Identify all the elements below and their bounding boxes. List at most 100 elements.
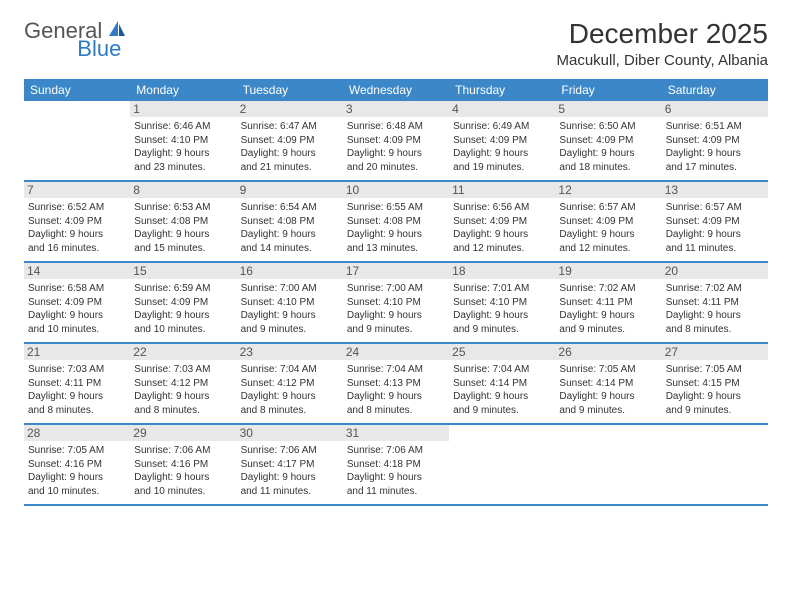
info-line: Daylight: 9 hours: [134, 309, 232, 323]
calendar-cell: 27Sunrise: 7:05 AMSunset: 4:15 PMDayligh…: [662, 344, 768, 423]
day-info: Sunrise: 7:04 AMSunset: 4:12 PMDaylight:…: [241, 363, 339, 417]
day-info: Sunrise: 6:54 AMSunset: 4:08 PMDaylight:…: [241, 201, 339, 255]
day-number: 2: [237, 101, 343, 117]
calendar-cell: .: [662, 425, 768, 504]
calendar-cell: 23Sunrise: 7:04 AMSunset: 4:12 PMDayligh…: [237, 344, 343, 423]
info-line: Sunrise: 7:06 AM: [241, 444, 339, 458]
info-line: Daylight: 9 hours: [347, 309, 445, 323]
info-line: Daylight: 9 hours: [241, 390, 339, 404]
info-line: Sunrise: 7:05 AM: [559, 363, 657, 377]
day-info: Sunrise: 6:47 AMSunset: 4:09 PMDaylight:…: [241, 120, 339, 174]
info-line: Sunrise: 7:04 AM: [241, 363, 339, 377]
info-line: Sunrise: 7:00 AM: [347, 282, 445, 296]
info-line: Sunset: 4:17 PM: [241, 458, 339, 472]
calendar-cell: .: [555, 425, 661, 504]
calendar-cell: 31 Sunrise: 7:06 AMSunset: 4:18 PMDayligh…: [343, 425, 449, 504]
day-info: Sunrise: 7:05 AMSunset: 4:14 PMDaylight:…: [559, 363, 657, 417]
week-row: 7Sunrise: 6:52 AMSunset: 4:09 PMDaylight…: [24, 182, 768, 263]
calendar-cell: 13 Sunrise: 6:57 AMSunset: 4:09 PMDayligh…: [662, 182, 768, 261]
info-line: Sunset: 4:09 PM: [666, 134, 764, 148]
day-info: Sunrise: 6:57 AMSunset: 4:09 PMDaylight:…: [666, 201, 764, 255]
day-info: Sunrise: 7:00 AMSunset: 4:10 PMDaylight:…: [347, 282, 445, 336]
day-info: Sunrise: 6:46 AMSunset: 4:10 PMDaylight:…: [134, 120, 232, 174]
day-info: Sunrise: 6:49 AMSunset: 4:09 PMDaylight:…: [453, 120, 551, 174]
day-info: Sunrise: 6:50 AMSunset: 4:09 PMDaylight:…: [559, 120, 657, 174]
info-line: and 9 minutes.: [559, 404, 657, 418]
info-line: Daylight: 9 hours: [453, 228, 551, 242]
day-header: Sunday: [24, 79, 130, 101]
info-line: and 18 minutes.: [559, 161, 657, 175]
day-info: Sunrise: 7:06 AMSunset: 4:16 PMDaylight:…: [134, 444, 232, 498]
info-line: Sunrise: 7:01 AM: [453, 282, 551, 296]
day-number: 25: [449, 344, 555, 360]
info-line: Daylight: 9 hours: [134, 147, 232, 161]
info-line: Sunrise: 6:51 AM: [666, 120, 764, 134]
day-number: 10: [343, 182, 449, 198]
day-info: Sunrise: 6:52 AMSunset: 4:09 PMDaylight:…: [28, 201, 126, 255]
calendar-cell: 30Sunrise: 7:06 AMSunset: 4:17 PMDayligh…: [237, 425, 343, 504]
info-line: Sunrise: 7:05 AM: [28, 444, 126, 458]
info-line: Daylight: 9 hours: [559, 390, 657, 404]
calendar-cell: 18Sunrise: 7:01 AMSunset: 4:10 PMDayligh…: [449, 263, 555, 342]
day-info: Sunrise: 6:51 AMSunset: 4:09 PMDaylight:…: [666, 120, 764, 174]
page-title: December 2025: [557, 18, 769, 50]
calendar-cell: .: [24, 101, 130, 180]
info-line: Daylight: 9 hours: [559, 147, 657, 161]
day-number: 8: [130, 182, 236, 198]
info-line: Sunset: 4:12 PM: [241, 377, 339, 391]
day-info: Sunrise: 6:56 AMSunset: 4:09 PMDaylight:…: [453, 201, 551, 255]
info-line: and 10 minutes.: [134, 485, 232, 499]
day-info: Sunrise: 7:06 AMSunset: 4:17 PMDaylight:…: [241, 444, 339, 498]
info-line: and 9 minutes.: [559, 323, 657, 337]
day-header: Saturday: [662, 79, 768, 101]
info-line: Daylight: 9 hours: [559, 309, 657, 323]
day-info: Sunrise: 7:03 AMSunset: 4:11 PMDaylight:…: [28, 363, 126, 417]
info-line: and 17 minutes.: [666, 161, 764, 175]
week-row: 28Sunrise: 7:05 AMSunset: 4:16 PMDayligh…: [24, 425, 768, 506]
info-line: Sunrise: 7:02 AM: [559, 282, 657, 296]
day-number: 31: [343, 425, 449, 441]
day-number: 29: [130, 425, 236, 441]
info-line: Sunset: 4:18 PM: [347, 458, 445, 472]
day-info: Sunrise: 7:00 AMSunset: 4:10 PMDaylight:…: [241, 282, 339, 336]
calendar-cell: 28Sunrise: 7:05 AMSunset: 4:16 PMDayligh…: [24, 425, 130, 504]
info-line: Sunset: 4:13 PM: [347, 377, 445, 391]
week-row: 14Sunrise: 6:58 AMSunset: 4:09 PMDayligh…: [24, 263, 768, 344]
day-number: 13: [662, 182, 768, 198]
info-line: Daylight: 9 hours: [241, 471, 339, 485]
info-line: Sunset: 4:09 PM: [453, 215, 551, 229]
day-info: Sunrise: 7:06 AMSunset: 4:18 PMDaylight:…: [347, 444, 445, 498]
calendar-cell: 9Sunrise: 6:54 AMSunset: 4:08 PMDaylight…: [237, 182, 343, 261]
info-line: and 19 minutes.: [453, 161, 551, 175]
info-line: Daylight: 9 hours: [347, 471, 445, 485]
info-line: Sunset: 4:14 PM: [559, 377, 657, 391]
info-line: Sunrise: 6:48 AM: [347, 120, 445, 134]
info-line: Daylight: 9 hours: [241, 228, 339, 242]
day-info: Sunrise: 7:04 AMSunset: 4:14 PMDaylight:…: [453, 363, 551, 417]
day-info: Sunrise: 6:57 AMSunset: 4:09 PMDaylight:…: [559, 201, 657, 255]
calendar-cell: 12Sunrise: 6:57 AMSunset: 4:09 PMDayligh…: [555, 182, 661, 261]
info-line: Sunset: 4:08 PM: [134, 215, 232, 229]
calendar-cell: 6Sunrise: 6:51 AMSunset: 4:09 PMDaylight…: [662, 101, 768, 180]
calendar-cell: .: [449, 425, 555, 504]
calendar-cell: 20Sunrise: 7:02 AMSunset: 4:11 PMDayligh…: [662, 263, 768, 342]
day-info: Sunrise: 7:02 AMSunset: 4:11 PMDaylight:…: [666, 282, 764, 336]
location-text: Macukull, Diber County, Albania: [557, 52, 769, 69]
info-line: Sunrise: 7:02 AM: [666, 282, 764, 296]
info-line: Sunrise: 6:56 AM: [453, 201, 551, 215]
info-line: Sunset: 4:09 PM: [241, 134, 339, 148]
info-line: Daylight: 9 hours: [666, 147, 764, 161]
info-line: Sunrise: 7:06 AM: [347, 444, 445, 458]
calendar-cell: 7Sunrise: 6:52 AMSunset: 4:09 PMDaylight…: [24, 182, 130, 261]
day-info: Sunrise: 7:04 AMSunset: 4:13 PMDaylight:…: [347, 363, 445, 417]
info-line: and 10 minutes.: [28, 323, 126, 337]
day-info: Sunrise: 6:53 AMSunset: 4:08 PMDaylight:…: [134, 201, 232, 255]
day-header: Monday: [130, 79, 236, 101]
day-number: 26: [555, 344, 661, 360]
info-line: and 20 minutes.: [347, 161, 445, 175]
day-info: Sunrise: 6:48 AMSunset: 4:09 PMDaylight:…: [347, 120, 445, 174]
day-number: 27: [662, 344, 768, 360]
info-line: Sunrise: 6:52 AM: [28, 201, 126, 215]
info-line: Daylight: 9 hours: [559, 228, 657, 242]
info-line: Sunset: 4:10 PM: [347, 296, 445, 310]
